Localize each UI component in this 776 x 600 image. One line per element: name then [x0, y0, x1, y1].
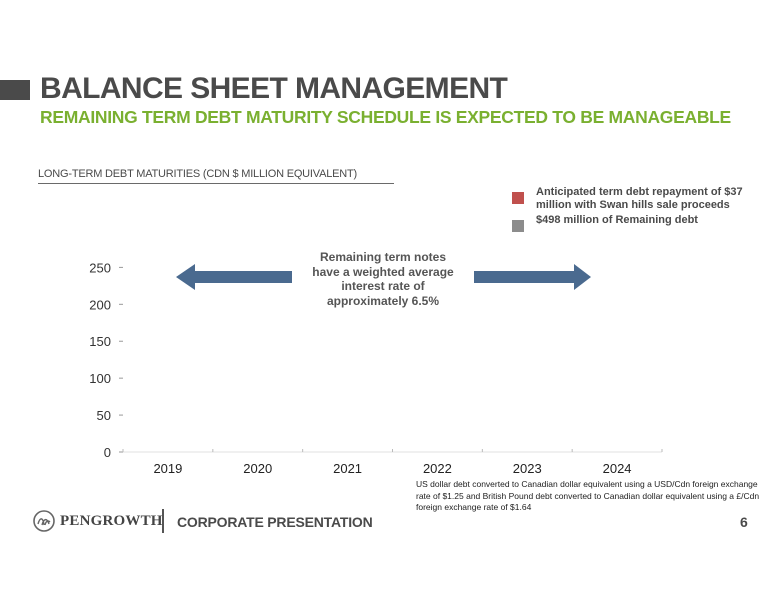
y-tick-label: 150	[89, 334, 111, 349]
left-arrow-icon	[176, 264, 292, 290]
interest-rate-annotation: Remaining term notes have a weighted ave…	[312, 250, 454, 308]
page-subtitle: REMAINING TERM DEBT MATURITY SCHEDULE IS…	[40, 107, 731, 127]
chart-heading-rule	[38, 183, 394, 184]
footer-divider	[162, 509, 164, 533]
legend-label-remaining: $498 million of Remaining debt	[536, 214, 698, 226]
legend-item-remaining: $498 million of Remaining debt	[512, 214, 766, 232]
y-tick-label: 50	[97, 408, 111, 423]
company-logo: PENGROWTH	[33, 510, 163, 532]
x-tick-label: 2021	[333, 461, 362, 476]
logo-wordmark: PENGROWTH	[60, 512, 163, 529]
x-tick-label: 2024	[603, 461, 632, 476]
y-tick-label: 100	[89, 371, 111, 386]
legend-item-repayment: Anticipated term debt repayment of $37 m…	[512, 186, 766, 212]
fx-footnote: US dollar debt converted to Canadian dol…	[416, 479, 760, 512]
chart-heading: LONG-TERM DEBT MATURITIES (CDN $ MILLION…	[38, 168, 358, 180]
pengrowth-logo-icon	[33, 510, 55, 532]
x-tick-label: 2022	[423, 461, 452, 476]
page-number: 6	[740, 514, 748, 530]
right-arrow-icon	[474, 264, 591, 290]
y-tick-label: 250	[89, 260, 111, 275]
y-tick-label: 200	[89, 297, 111, 312]
legend-swatch-remaining	[512, 220, 524, 232]
x-tick-label: 2023	[513, 461, 542, 476]
x-tick-label: 2019	[153, 461, 182, 476]
x-tick-label: 2020	[243, 461, 272, 476]
legend-swatch-repayment	[512, 192, 524, 204]
y-tick-label: 0	[104, 445, 111, 460]
footer-label: CORPORATE PRESENTATION	[177, 514, 373, 530]
title-accent-bar	[0, 80, 30, 100]
page-title: BALANCE SHEET MANAGEMENT	[40, 72, 508, 105]
legend-label-repayment: Anticipated term debt repayment of $37 m…	[536, 186, 743, 211]
